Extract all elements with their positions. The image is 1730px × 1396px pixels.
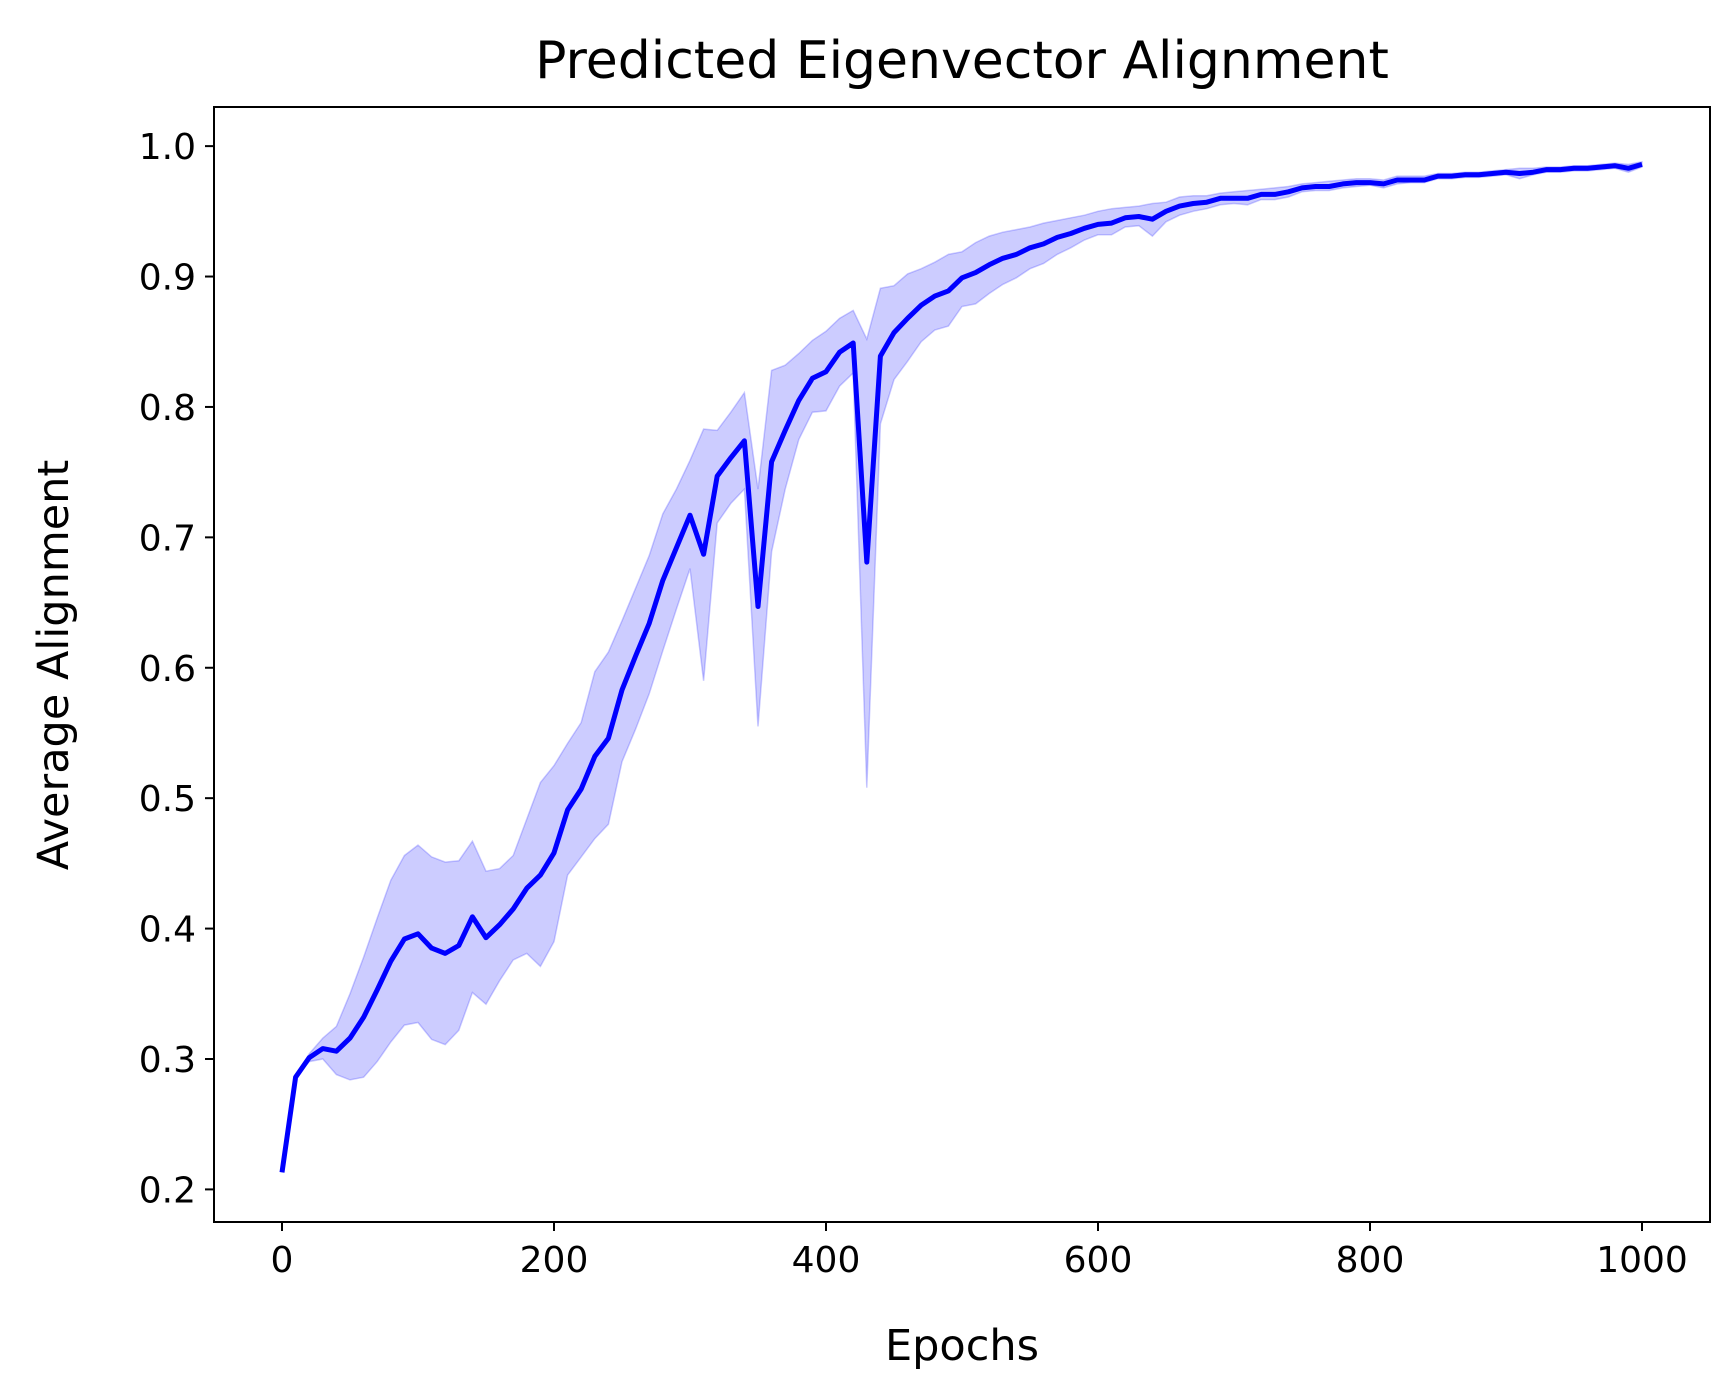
x-axis-ticks: 0 200 400 600 800 1000 [271, 1222, 1688, 1281]
y-tick-label: 0.7 [139, 518, 196, 559]
x-axis-label: Epochs [885, 1321, 1039, 1371]
y-tick-label: 0.2 [139, 1170, 196, 1211]
x-tick-label: 0 [271, 1240, 294, 1281]
y-tick-label: 0.5 [139, 779, 196, 820]
x-tick-label: 600 [1064, 1240, 1133, 1281]
x-tick-label: 800 [1336, 1240, 1405, 1281]
x-tick-label: 400 [792, 1240, 861, 1281]
y-tick-label: 0.6 [139, 649, 196, 690]
mean-alignment-line [279, 161, 1643, 1173]
y-tick-label: 0.8 [139, 388, 196, 429]
y-tick-label: 0.9 [139, 258, 196, 299]
x-tick-label: 200 [520, 1240, 589, 1281]
chart-title: Predicted Eigenvector Alignment [535, 31, 1389, 91]
y-tick-label: 0.4 [139, 910, 196, 951]
y-axis-label: Average Alignment [29, 460, 79, 871]
mean-line-layer [279, 161, 1643, 1173]
y-tick-label: 0.3 [139, 1040, 196, 1081]
plot-frame [213, 106, 1711, 1223]
y-tick-label: 1.0 [139, 127, 196, 168]
y-axis-ticks: 0.2 0.3 0.4 0.5 0.6 0.7 0.8 0.9 1.0 [139, 127, 214, 1211]
x-tick-label: 1000 [1596, 1240, 1688, 1281]
